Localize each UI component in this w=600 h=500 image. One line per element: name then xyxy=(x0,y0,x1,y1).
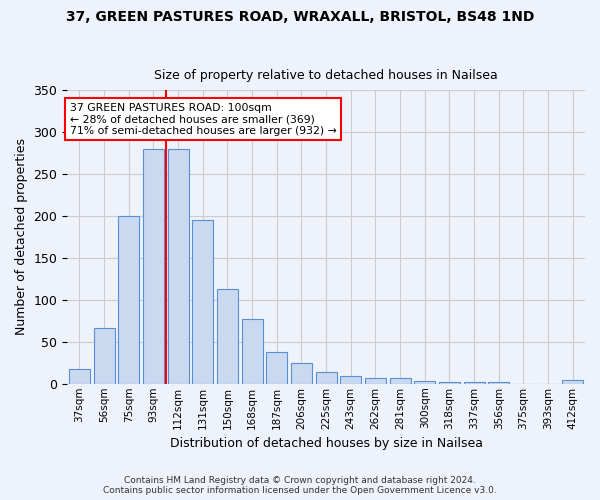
Bar xyxy=(439,382,460,384)
Text: 37 GREEN PASTURES ROAD: 100sqm
← 28% of detached houses are smaller (369)
71% of: 37 GREEN PASTURES ROAD: 100sqm ← 28% of … xyxy=(70,102,337,136)
Bar xyxy=(291,363,312,384)
Bar xyxy=(414,381,435,384)
Bar xyxy=(69,368,90,384)
Bar xyxy=(242,319,263,384)
Bar xyxy=(316,372,337,384)
Y-axis label: Number of detached properties: Number of detached properties xyxy=(15,138,28,336)
Bar xyxy=(365,378,386,384)
Bar xyxy=(217,289,238,384)
Bar xyxy=(266,352,287,384)
Bar xyxy=(488,382,509,384)
Title: Size of property relative to detached houses in Nailsea: Size of property relative to detached ho… xyxy=(154,69,498,82)
Bar xyxy=(464,382,485,384)
X-axis label: Distribution of detached houses by size in Nailsea: Distribution of detached houses by size … xyxy=(170,437,482,450)
Bar xyxy=(118,216,139,384)
Bar xyxy=(192,220,213,384)
Text: Contains HM Land Registry data © Crown copyright and database right 2024.
Contai: Contains HM Land Registry data © Crown c… xyxy=(103,476,497,495)
Bar xyxy=(94,328,115,384)
Bar xyxy=(340,376,361,384)
Bar xyxy=(389,378,410,384)
Bar xyxy=(167,149,188,384)
Bar xyxy=(143,149,164,384)
Bar xyxy=(562,380,583,384)
Text: 37, GREEN PASTURES ROAD, WRAXALL, BRISTOL, BS48 1ND: 37, GREEN PASTURES ROAD, WRAXALL, BRISTO… xyxy=(66,10,534,24)
